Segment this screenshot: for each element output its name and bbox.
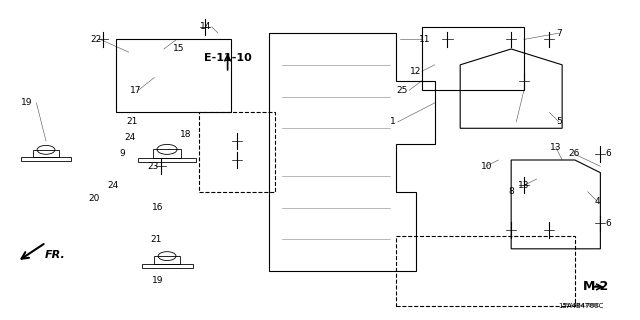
Text: FR.: FR. (45, 250, 65, 260)
Text: 4: 4 (595, 197, 600, 206)
Text: 5: 5 (556, 117, 562, 126)
Text: 19: 19 (21, 99, 33, 108)
Bar (199, 112, 275, 192)
Text: 13: 13 (550, 143, 561, 152)
Text: 17: 17 (129, 86, 141, 95)
Text: 23: 23 (147, 162, 159, 171)
Text: 12: 12 (410, 67, 421, 76)
Text: 11: 11 (419, 35, 431, 44)
Text: 25: 25 (396, 86, 407, 95)
Text: 21: 21 (126, 117, 138, 126)
Text: 18: 18 (180, 130, 192, 139)
Text: 14: 14 (200, 22, 211, 31)
Text: E-11-10: E-11-10 (204, 53, 252, 63)
Text: 15: 15 (173, 44, 184, 53)
Text: 15A4B4700C: 15A4B4700C (559, 303, 604, 309)
Text: 19: 19 (152, 276, 163, 285)
Bar (396, 236, 575, 306)
Text: M-2: M-2 (583, 280, 609, 293)
Text: 8: 8 (508, 187, 514, 196)
Text: 1: 1 (390, 117, 396, 126)
Text: 24: 24 (108, 181, 118, 190)
Text: 6: 6 (605, 219, 611, 228)
Text: 24: 24 (125, 133, 136, 142)
Text: 6: 6 (605, 149, 611, 158)
Text: 20: 20 (88, 194, 99, 203)
Text: 15A4B4700C: 15A4B4700C (563, 303, 600, 308)
Text: 7: 7 (556, 28, 562, 38)
Text: 21: 21 (150, 235, 161, 244)
Text: 13: 13 (518, 181, 530, 190)
Text: 22: 22 (90, 35, 101, 44)
Text: 16: 16 (152, 203, 163, 212)
Text: 26: 26 (568, 149, 579, 158)
Text: 10: 10 (481, 162, 493, 171)
Text: 9: 9 (120, 149, 125, 158)
